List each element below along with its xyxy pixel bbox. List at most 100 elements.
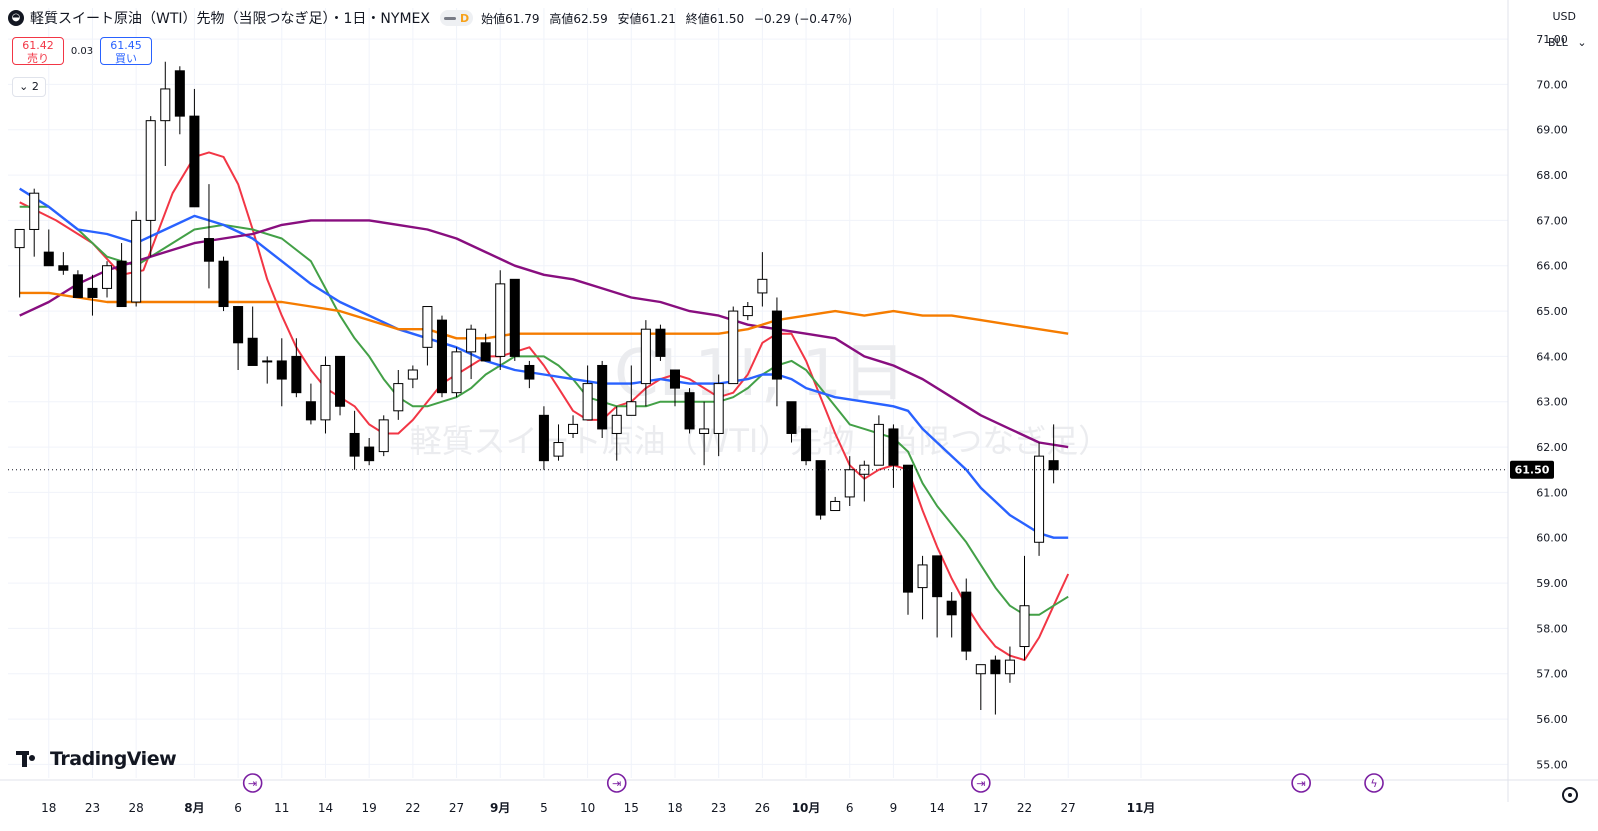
candle-body xyxy=(568,423,579,434)
candle xyxy=(43,229,54,267)
candle-body xyxy=(975,664,986,675)
candle xyxy=(684,388,695,434)
candle xyxy=(538,406,549,470)
buy-button[interactable]: 61.45 買い xyxy=(100,37,152,65)
price-tick-label: 61.00 xyxy=(1536,486,1568,499)
time-tick-label: 27 xyxy=(449,801,464,815)
candle-body xyxy=(422,306,433,348)
candle-body xyxy=(844,469,855,498)
candle xyxy=(917,555,928,620)
price-tick-label: 66.00 xyxy=(1536,260,1568,273)
spread-value: 0.03 xyxy=(70,45,94,57)
candle xyxy=(961,578,972,661)
tradingview-logo[interactable]: TradingView xyxy=(16,748,177,770)
symbol-title[interactable]: 軽質スイート原油（WTI）先物（当限つなぎ足）・1日・NYMEX xyxy=(30,11,430,27)
candle-body xyxy=(233,306,244,344)
candle xyxy=(174,66,185,135)
candle-body xyxy=(43,251,54,267)
sell-button[interactable]: 61.42 売り xyxy=(12,37,64,65)
candle-body xyxy=(699,428,710,434)
tradingview-mark-icon xyxy=(16,751,46,767)
candle-body xyxy=(1048,460,1059,471)
candle xyxy=(699,401,710,466)
candle xyxy=(626,365,637,416)
brand-name: TradingView xyxy=(50,748,177,770)
time-tick-label: 9 xyxy=(890,801,898,815)
price-tick-label: 62.00 xyxy=(1536,441,1568,454)
price-tick-label: 63.00 xyxy=(1536,396,1568,409)
candle-body xyxy=(1004,659,1015,675)
candle xyxy=(990,655,1001,715)
candle xyxy=(189,88,200,208)
candle-body xyxy=(597,364,608,430)
candle-body xyxy=(640,328,651,385)
high-label: 高値 xyxy=(549,11,574,26)
candle xyxy=(451,347,462,398)
candle xyxy=(276,338,287,407)
candle xyxy=(233,306,244,370)
time-tick-label: 18 xyxy=(667,801,682,815)
crude-oil-icon[interactable]: ◒ xyxy=(8,10,24,26)
close-value: 61.50 xyxy=(709,11,745,26)
candle-body xyxy=(189,115,200,208)
time-tick-label: 10月 xyxy=(792,801,821,815)
unit-selector[interactable]: BLL ⌄ xyxy=(1548,34,1588,52)
candle-body xyxy=(553,442,564,457)
lightning-event-icon: ϟ xyxy=(1364,773,1384,793)
time-tick-label: 28 xyxy=(129,801,144,815)
candle xyxy=(218,256,229,312)
candle-body xyxy=(276,360,287,380)
candle-body xyxy=(247,337,258,366)
time-tick-label: 15 xyxy=(624,801,639,815)
time-tick-label: 19 xyxy=(362,801,377,815)
candle xyxy=(873,415,884,466)
price-tick-label: 59.00 xyxy=(1536,577,1568,590)
candle-body xyxy=(538,414,549,462)
buy-label: 買い xyxy=(115,52,137,65)
candle xyxy=(436,315,447,398)
indicator-legend-toggle[interactable]: ⌄ 2 xyxy=(12,77,46,97)
candle-body xyxy=(1034,455,1045,543)
candle-body xyxy=(873,423,884,466)
price-tick-label: 70.00 xyxy=(1536,78,1568,91)
candle xyxy=(320,356,331,434)
candle xyxy=(553,424,564,461)
time-tick-label: 6 xyxy=(234,801,242,815)
candle-body xyxy=(393,383,404,412)
candle xyxy=(145,116,156,257)
candle xyxy=(14,228,25,298)
event-circle xyxy=(606,773,627,793)
candle-body xyxy=(203,238,214,262)
candle-body xyxy=(742,306,753,317)
high-value: 62.59 xyxy=(573,11,608,26)
candle-body xyxy=(946,600,957,616)
event-circle xyxy=(1291,773,1312,793)
price-tick-label: 67.00 xyxy=(1536,214,1568,227)
candle xyxy=(1034,442,1045,556)
dividend-event-icon: ⇥ xyxy=(1291,773,1312,793)
candle-body xyxy=(990,659,1001,675)
candle xyxy=(932,555,943,638)
candle-body xyxy=(335,355,346,407)
candle-body xyxy=(305,401,316,421)
candle xyxy=(422,306,433,366)
ohlc-readout: 始値61.79 高値62.59 安値61.21 終値61.50 −0.29 (−… xyxy=(481,10,858,27)
candle-body xyxy=(87,287,98,298)
candle xyxy=(393,370,404,420)
time-tick-label: 14 xyxy=(929,801,944,815)
candle xyxy=(801,428,812,466)
gear-icon[interactable] xyxy=(1562,787,1578,803)
currency-label[interactable]: USD xyxy=(1552,10,1576,23)
candle xyxy=(597,360,608,438)
time-tick-label: 22 xyxy=(405,801,420,815)
mode-toggle[interactable]: D xyxy=(439,10,474,26)
price-tick-label: 69.00 xyxy=(1536,124,1568,137)
price-tick-label: 58.00 xyxy=(1536,622,1568,635)
price-tick-label: 60.00 xyxy=(1536,532,1568,545)
candle-body xyxy=(102,265,113,289)
candle xyxy=(102,261,113,298)
watermark-name: 軽質スイート原油（WTI）先物（当限つなぎ足） xyxy=(410,422,1111,460)
close-label: 終値 xyxy=(685,11,710,26)
